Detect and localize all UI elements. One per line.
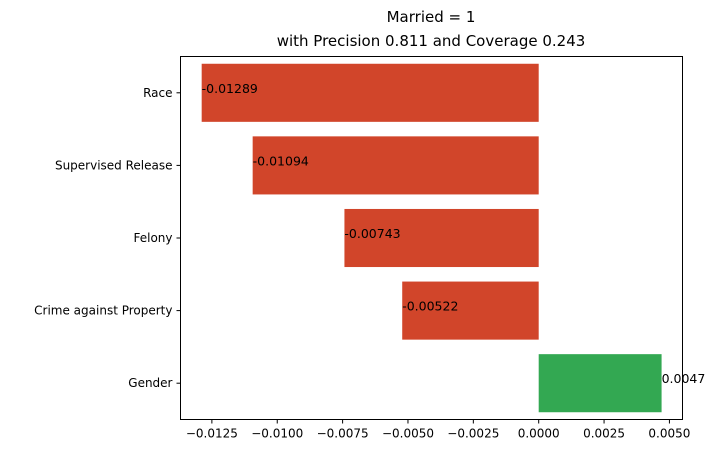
bar-gender bbox=[538, 354, 662, 413]
x-tick-label: −0.0100 bbox=[251, 427, 303, 441]
bars-group bbox=[201, 63, 662, 413]
value-label-felony: -0.00743 bbox=[344, 226, 400, 241]
x-tick-label: −0.0025 bbox=[447, 427, 499, 441]
y-tick-label-gender: Gender bbox=[128, 376, 172, 390]
x-axis-ticks: −0.0125 −0.0100 −0.0075 −0.0050 −0.0025 0.000… bbox=[186, 419, 690, 441]
value-label-race: -0.01289 bbox=[202, 81, 258, 96]
x-tick-label: 0.0050 bbox=[648, 427, 690, 441]
x-tick-label: 0.0025 bbox=[583, 427, 625, 441]
bar-felony bbox=[344, 208, 539, 268]
bar-supervised-release bbox=[252, 136, 539, 195]
chart-title-line-1: Married = 1 bbox=[387, 8, 476, 26]
x-tick-label: −0.0125 bbox=[186, 427, 238, 441]
y-tick-label-crime-against-property: Crime against Property bbox=[34, 304, 172, 318]
y-tick-label-supervised-release: Supervised Release bbox=[55, 158, 173, 172]
y-tick-label-race: Race bbox=[143, 86, 172, 100]
y-tick-label-felony: Felony bbox=[133, 231, 172, 245]
value-label-crime-against-property: -0.00522 bbox=[402, 299, 458, 314]
x-tick-label: 0.0000 bbox=[518, 427, 560, 441]
value-label-supervised-release: -0.01094 bbox=[253, 153, 309, 168]
x-tick-label: −0.0050 bbox=[382, 427, 434, 441]
chart-title-line-2: with Precision 0.811 and Coverage 0.243 bbox=[277, 32, 586, 50]
x-tick-label: −0.0075 bbox=[317, 427, 369, 441]
value-labels: -0.01289 -0.01094 -0.00743 -0.00522 0.0047 bbox=[202, 81, 706, 386]
y-axis-labels: Race Supervised Release Felony Crime agains… bbox=[34, 86, 181, 390]
value-label-gender: 0.0047 bbox=[662, 371, 706, 386]
bar-crime-against-property bbox=[402, 281, 539, 340]
bar-race bbox=[201, 63, 539, 122]
plot-frame bbox=[180, 56, 683, 420]
